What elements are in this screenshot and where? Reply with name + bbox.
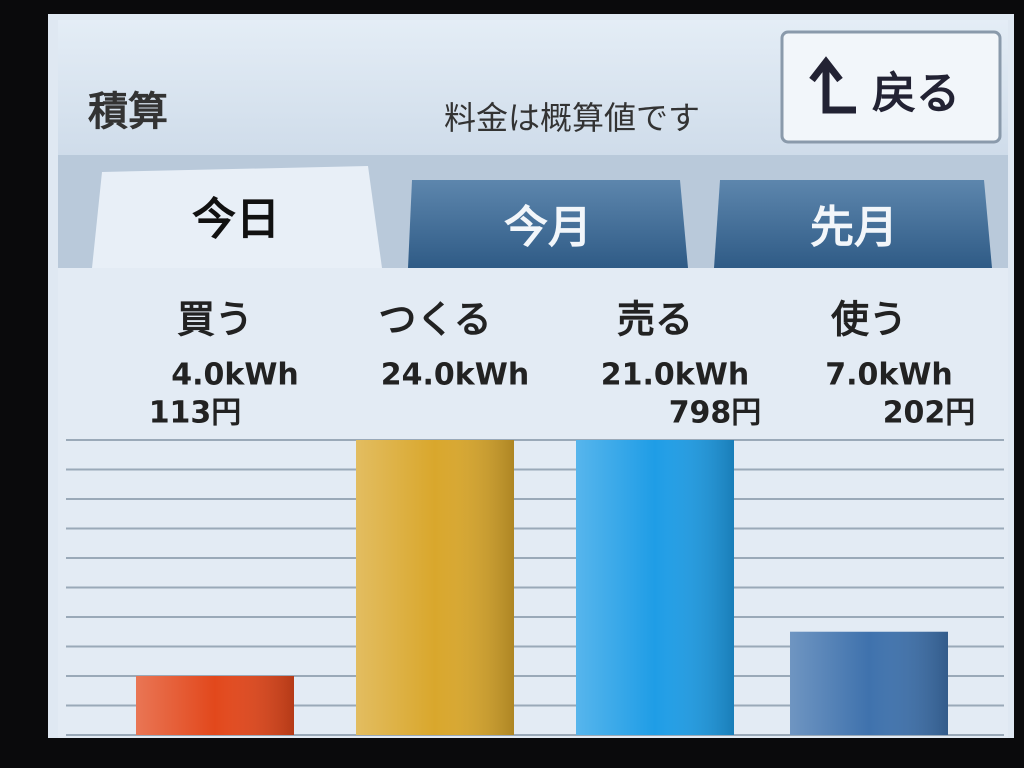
value-label: 24.0kWh [381,358,529,393]
cost-label: 202円 [883,396,976,431]
category-label: 売る [617,298,693,342]
bar-shine [136,676,294,735]
tab-label[interactable]: 先月 [810,202,898,253]
tab[interactable] [408,180,688,268]
tab-active[interactable] [92,166,382,268]
note: 料金は概算値です [444,99,700,137]
category-label: 使う [831,298,907,342]
tab-label[interactable]: 今日 [192,194,280,245]
bar-shine [790,631,948,735]
bar-shine [356,440,514,735]
bar-shine [576,440,734,735]
back-button[interactable]: 戻る [780,30,1002,144]
cost-label: 113円 [149,396,242,431]
screen-title: 積算 [88,89,168,135]
value-label: 4.0kWh [171,358,299,393]
category-label: つくる [378,298,491,342]
plot-area [136,440,948,735]
button-frame[interactable] [780,30,1002,144]
button-label[interactable]: 戻る [872,68,960,119]
back-arrow [809,56,856,114]
value-label: 7.0kWh [825,358,953,393]
cost-label: 798円 [669,396,762,431]
value-label: 21.0kWh [601,358,749,393]
category-label: 買う [177,298,253,342]
tab-label[interactable]: 今月 [504,202,592,253]
tab[interactable] [714,180,992,268]
